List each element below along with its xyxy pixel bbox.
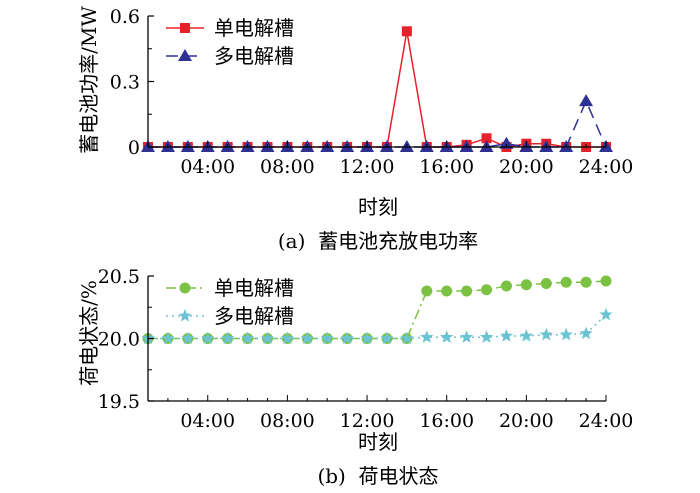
b-series-1-point xyxy=(181,331,195,345)
b-series-1-point xyxy=(300,331,314,345)
panel-b-axes: 19.5 20.0 20.5 04:00 08:00 12:00 16:00 20:00 24:… xyxy=(98,266,634,432)
a-legend-1-label: 多电解槽 xyxy=(214,44,294,68)
panel-b-plot-area xyxy=(141,275,613,345)
b-series-0-point xyxy=(461,285,473,297)
a-legend-0-label: 单电解槽 xyxy=(214,16,294,40)
b-x-tick-label: 24:00 xyxy=(579,410,634,432)
a-x-tick-label: 12:00 xyxy=(340,156,395,178)
panel-a-axes: 0 0.3 0.6 04:00 08:00 12:00 16:00 20:00 24:00 xyxy=(110,6,634,178)
a-legend-1-marker xyxy=(178,49,192,61)
b-series-0-point xyxy=(481,284,493,296)
b-series-0-point xyxy=(600,275,612,287)
a-x-tick-label: 04:00 xyxy=(180,156,235,178)
b-series-1-point xyxy=(459,330,474,343)
b-series-1-point xyxy=(260,331,275,345)
b-series-1-point xyxy=(400,331,414,345)
b-legend-1-marker xyxy=(178,309,192,322)
b-series-1-point xyxy=(220,331,235,345)
a-series-1-point xyxy=(579,94,594,107)
panel-b-y-axis-label: 荷电状态/% xyxy=(77,280,101,386)
b-series-0-point xyxy=(421,285,433,297)
panel-b-x-axis-label: 时刻 xyxy=(358,430,398,454)
panel-a-power-chart: 0 0.3 0.6 04:00 08:00 12:00 16:00 20:00 24:00 时刻… xyxy=(77,6,633,253)
b-series-1-point xyxy=(499,329,514,342)
panel-a-caption: (a) 蓄电池充放电功率 xyxy=(278,229,478,253)
a-y-tick-label: 0.3 xyxy=(110,72,140,94)
b-series-1-point xyxy=(380,331,394,345)
b-series-1-point xyxy=(340,331,354,345)
a-series-0-point xyxy=(481,133,492,144)
b-x-tick-label: 04:00 xyxy=(180,410,235,432)
panel-b-soc-chart: 19.5 20.0 20.5 04:00 08:00 12:00 16:00 20:00 24:… xyxy=(77,266,633,488)
b-legend-0-marker xyxy=(179,282,191,294)
b-series-1-point xyxy=(479,330,494,343)
b-y-tick-label: 19.5 xyxy=(98,391,140,413)
a-series-1-line xyxy=(148,99,607,148)
b-series-1-line xyxy=(148,314,607,340)
a-x-tick-label: 24:00 xyxy=(579,156,634,178)
b-series-0-point xyxy=(500,280,512,292)
b-x-tick-label: 08:00 xyxy=(260,410,315,432)
b-series-1-point xyxy=(559,327,573,341)
b-y-tick-label: 20.0 xyxy=(98,329,140,351)
b-series-1-point xyxy=(161,331,175,345)
b-x-tick-label: 16:00 xyxy=(419,410,474,432)
b-series-0-point xyxy=(441,285,453,297)
a-x-tick-label: 08:00 xyxy=(260,156,315,178)
b-x-tick-label: 12:00 xyxy=(340,410,395,432)
b-series-1-point xyxy=(201,331,215,345)
b-series-0-point xyxy=(520,279,532,291)
b-series-0-point xyxy=(580,276,592,288)
b-series-1-point xyxy=(360,331,374,345)
panel-b-caption: (b) 荷电状态 xyxy=(317,464,438,488)
b-series-1-point xyxy=(320,331,334,345)
b-series-0-point xyxy=(540,278,552,289)
panel-a-y-axis-label: 蓄电池功率/MW xyxy=(77,6,101,154)
b-series-1-point xyxy=(579,326,593,340)
b-legend-0-label: 单电解槽 xyxy=(214,276,294,300)
b-series-1-point xyxy=(519,329,534,342)
a-series-0-point xyxy=(401,26,412,37)
a-x-tick-label: 16:00 xyxy=(419,156,474,178)
a-series-1-point xyxy=(499,136,514,149)
a-x-tick-label: 20:00 xyxy=(499,156,554,178)
panel-a-plot-area xyxy=(141,26,613,152)
b-x-tick-label: 20:00 xyxy=(499,410,554,432)
b-series-1-point xyxy=(440,330,454,343)
a-legend-0-marker xyxy=(180,23,190,33)
b-series-1-point xyxy=(240,331,255,345)
panel-a-x-axis-label: 时刻 xyxy=(358,195,398,219)
b-series-1-point xyxy=(420,330,434,343)
a-y-tick-label: 0.6 xyxy=(110,6,140,28)
b-series-1-point xyxy=(599,307,613,321)
b-series-1-point xyxy=(280,331,295,345)
a-y-tick-label: 0 xyxy=(128,137,140,159)
b-series-0-point xyxy=(560,276,572,288)
b-legend-1-label: 多电解槽 xyxy=(214,304,294,328)
b-y-tick-label: 20.5 xyxy=(98,266,140,288)
b-series-1-point xyxy=(539,327,553,341)
